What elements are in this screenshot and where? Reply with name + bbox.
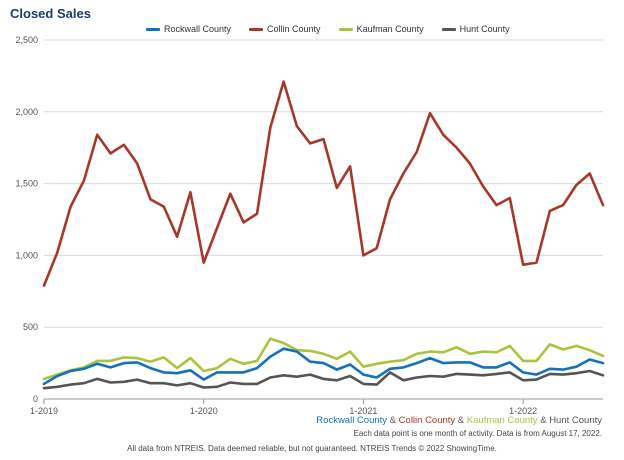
x-tick-label: 1-2019 bbox=[30, 406, 58, 416]
x-tick-label: 1-2022 bbox=[509, 406, 537, 416]
chart-subtitle: Rockwall County & Collin County & Kaufma… bbox=[316, 415, 602, 426]
legend-swatch-collin bbox=[249, 27, 264, 31]
y-tick-label: 500 bbox=[23, 322, 38, 332]
x-tick-label: 1-2020 bbox=[190, 406, 218, 416]
series-line-kaufman bbox=[42, 337, 605, 381]
y-tick-label: 1,000 bbox=[15, 250, 38, 260]
legend-item-kaufman[interactable]: Kaufman County bbox=[338, 24, 424, 34]
chart-title: Closed Sales bbox=[10, 6, 91, 21]
subtitle-kaufman: Kaufman County bbox=[466, 415, 538, 426]
legend-swatch-kaufman bbox=[338, 27, 353, 31]
legend-label-hunt: Hunt County bbox=[459, 24, 510, 34]
legend-item-rockwall[interactable]: Rockwall County bbox=[146, 24, 231, 34]
legend-swatch-hunt bbox=[441, 27, 456, 31]
legend-swatch-rockwall bbox=[146, 27, 160, 31]
legend-label-rockwall: Rockwall County bbox=[164, 24, 232, 34]
series-line-collin bbox=[42, 80, 605, 287]
x-tick-label: 1-2021 bbox=[349, 406, 377, 416]
y-tick-label: 2,000 bbox=[15, 107, 38, 117]
series-line-rockwall bbox=[42, 347, 605, 386]
legend-label-kaufman: Kaufman County bbox=[356, 24, 424, 34]
series-line-hunt bbox=[42, 369, 605, 390]
legend-item-hunt[interactable]: Hunt County bbox=[441, 24, 510, 34]
legend-item-collin[interactable]: Collin County bbox=[249, 24, 321, 34]
data-note: Each data point is one month of activity… bbox=[353, 429, 602, 438]
subtitle-collin: Collin County bbox=[398, 415, 456, 426]
subtitle-rockwall: Rockwall County bbox=[316, 415, 388, 426]
source-note: All data from NTREIS. Data deemed reliab… bbox=[127, 444, 497, 453]
legend-label-collin: Collin County bbox=[267, 24, 321, 34]
y-tick-label: 0 bbox=[33, 394, 38, 404]
legend: Rockwall County Collin County Kaufman Co… bbox=[146, 24, 510, 34]
y-tick-label: 1,500 bbox=[15, 179, 38, 189]
y-tick-label: 2,500 bbox=[15, 35, 38, 45]
subtitle-hunt: Hunt County bbox=[549, 415, 602, 426]
subtitle-amp-1: & bbox=[387, 415, 399, 426]
subtitle-amp-3: & bbox=[537, 415, 550, 426]
subtitle-amp-2: & bbox=[455, 415, 467, 426]
